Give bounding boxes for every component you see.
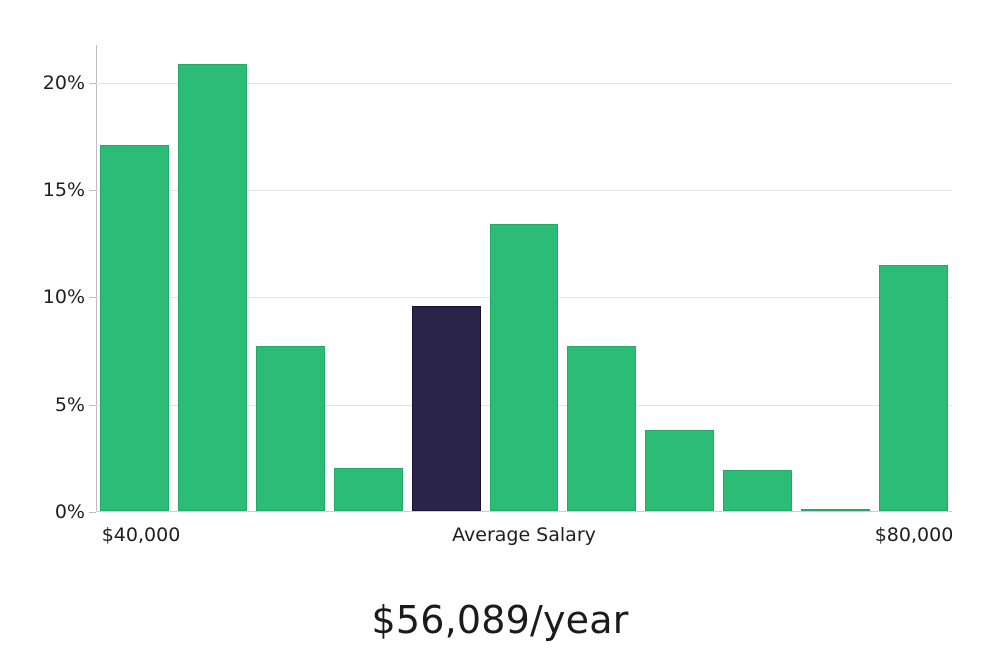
y-tick-mark-15 xyxy=(89,189,96,191)
x-axis-title: Average Salary xyxy=(452,524,596,546)
bar-11[interactable] xyxy=(878,264,948,511)
y-tick-label-10: 10% xyxy=(42,285,85,308)
salary-caption: $56,089/year xyxy=(371,598,629,642)
x-tick-label-right: $80,000 xyxy=(874,524,954,546)
plot-area xyxy=(96,45,952,512)
bar-series xyxy=(96,45,952,512)
y-axis-spine xyxy=(96,45,97,512)
bar-2[interactable] xyxy=(178,63,248,511)
bar-4[interactable] xyxy=(333,468,403,511)
y-tick-label-0: 0% xyxy=(54,500,85,523)
y-tick-label-15: 15% xyxy=(42,178,85,201)
bar-10[interactable] xyxy=(800,508,870,511)
bar-1[interactable] xyxy=(100,145,170,511)
y-tick-mark-10 xyxy=(89,296,96,298)
y-tick-mark-20 xyxy=(89,82,96,84)
bar-7[interactable] xyxy=(567,346,637,511)
bar-3[interactable] xyxy=(256,346,325,511)
y-tick-label-20: 20% xyxy=(42,71,85,94)
bar-8[interactable] xyxy=(645,429,715,511)
y-tick-label-5: 5% xyxy=(54,393,85,416)
y-tick-mark-5 xyxy=(89,404,96,406)
y-tick-mark-0 xyxy=(89,511,96,513)
bar-5[interactable] xyxy=(411,305,481,511)
bar-9[interactable] xyxy=(723,470,792,511)
bar-6[interactable] xyxy=(489,224,559,511)
x-tick-label-left: $40,000 xyxy=(101,524,181,546)
x-axis-labels: $40,000 Average Salary $80,000 xyxy=(96,524,954,558)
y-axis-ticks: 20% 15% 10% 5% 0% xyxy=(0,45,96,521)
